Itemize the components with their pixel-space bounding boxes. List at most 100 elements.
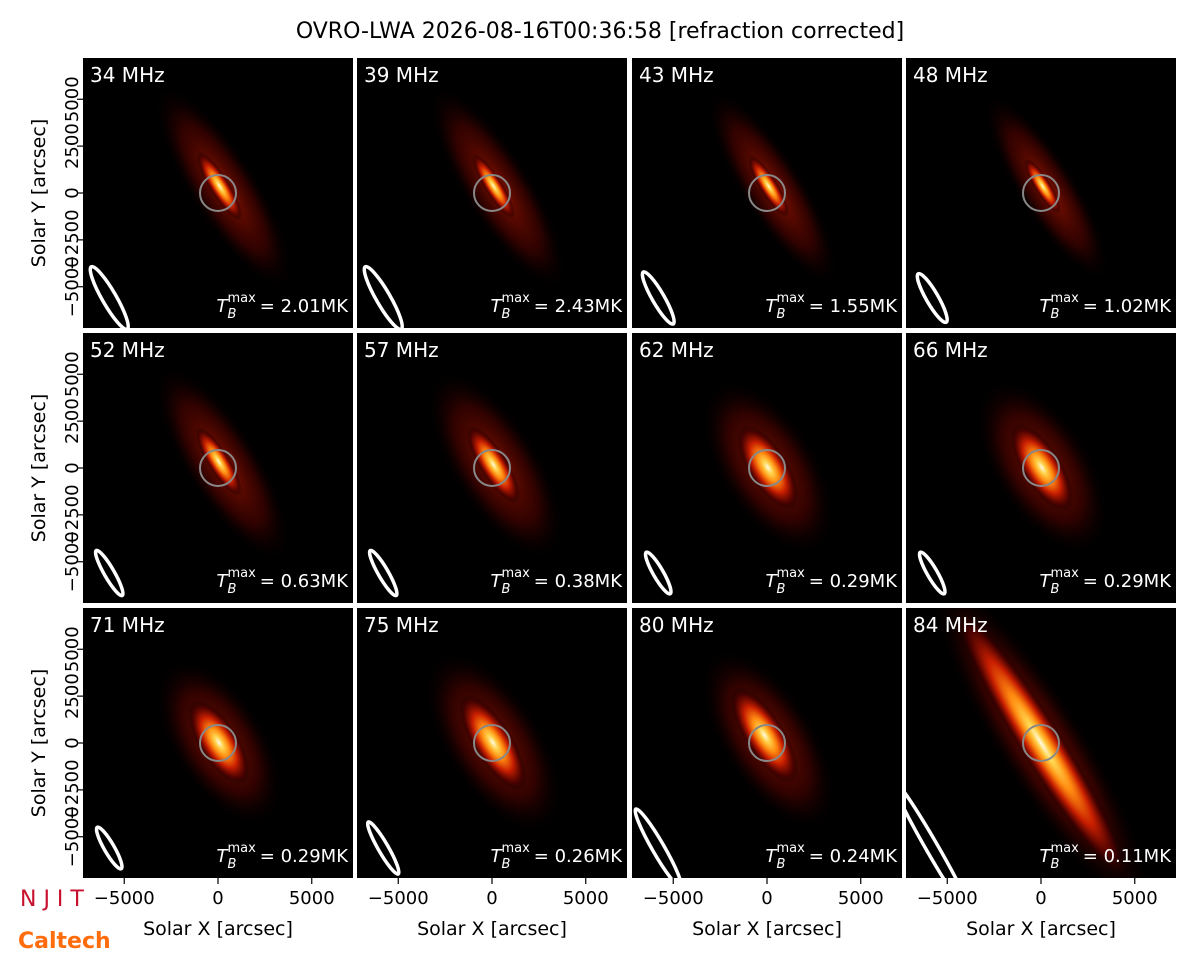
y-axis-label: Solar Y [arcsec] (28, 669, 50, 817)
x-tick-label: 0 (1035, 888, 1046, 909)
tmax-sub: B (502, 307, 511, 322)
tmax-symbol: T (491, 296, 504, 317)
x-axis-label: Solar X [arcsec] (417, 918, 567, 940)
tmax-sup: max (227, 291, 256, 306)
source (737, 425, 799, 510)
tmax-sup: max (501, 566, 530, 581)
tmax-symbol: T (766, 571, 779, 592)
image (632, 608, 902, 878)
source (195, 427, 242, 497)
source (748, 155, 790, 218)
y-axis-label: Solar Y [arcsec] (28, 394, 50, 542)
tmax-symbol: T (491, 571, 504, 592)
tmax-label: TBmax = 2.01MK (217, 291, 350, 322)
tmax-sup: max (776, 291, 805, 306)
x-tick-label: 5000 (563, 888, 609, 909)
tmax-value: = 0.26MK (534, 846, 623, 867)
tmax-label: TBmax = 0.26MK (491, 841, 624, 872)
panel: 43 MHz TBmax = 1.55MK (632, 58, 902, 328)
beam (88, 264, 130, 328)
frequency-label: 39 MHz (364, 63, 439, 87)
beam (906, 776, 975, 878)
beam (367, 548, 399, 598)
tmax-sub: B (1051, 307, 1060, 322)
tmax-label: TBmax = 0.29MK (217, 841, 350, 872)
beam (93, 548, 125, 598)
tmax-label: TBmax = 0.29MK (1040, 566, 1173, 597)
tmax-sup: max (776, 841, 805, 856)
frequency-label: 75 MHz (364, 613, 439, 637)
tmax-sup: max (1050, 566, 1079, 581)
solar-disk (1022, 174, 1060, 212)
panel: 80 MHz TBmax = 0.24MK −5000 0 5000 Solar X [ar… (632, 608, 902, 940)
tmax-sub: B (1051, 582, 1060, 597)
beam (362, 264, 404, 328)
tmax-sub: B (228, 857, 237, 872)
tmax-value: = 0.63MK (260, 571, 349, 592)
source (472, 153, 516, 219)
tmax-value: = 2.01MK (260, 296, 349, 317)
x-tick-label: 0 (212, 888, 223, 909)
y-tick-label: 0 (62, 462, 83, 473)
tmax-symbol: T (217, 571, 230, 592)
tmax-sub: B (1051, 857, 1060, 872)
frequency-label: 34 MHz (90, 63, 165, 87)
beam (640, 270, 676, 326)
tmax-symbol: T (491, 846, 504, 867)
solar-disk (1022, 724, 1060, 762)
tmax-value: = 1.02MK (1083, 296, 1172, 317)
tmax-value: = 0.24MK (809, 846, 898, 867)
tmax-value: = 0.29MK (1083, 571, 1172, 592)
beam (365, 820, 401, 876)
tmax-sub: B (777, 307, 786, 322)
tmax-sub: B (777, 582, 786, 597)
image (632, 333, 902, 603)
x-tick-label: 5000 (289, 888, 335, 909)
solar-disk (199, 174, 237, 212)
frequency-label: 43 MHz (639, 63, 714, 87)
frequency-label: 57 MHz (364, 338, 439, 362)
image (906, 58, 1176, 328)
tmax-label: TBmax = 0.63MK (217, 566, 350, 597)
image (83, 608, 353, 878)
beam (917, 550, 947, 596)
tmax-symbol: T (766, 846, 779, 867)
solar-disk (473, 174, 511, 212)
y-tick-label: 0 (62, 737, 83, 748)
x-tick-label: 5000 (1112, 888, 1158, 909)
figure-title: OVRO-LWA 2026-08-16T00:36:58 [refraction… (296, 19, 904, 44)
tmax-symbol: T (1040, 571, 1053, 592)
panel: 66 MHz TBmax = 0.29MK (906, 333, 1176, 603)
tmax-value: = 0.38MK (534, 571, 623, 592)
y-tick-label: 5000 (62, 626, 83, 672)
tmax-sup: max (501, 841, 530, 856)
beam (94, 825, 124, 871)
y-tick-label: 0 (62, 187, 83, 198)
tmax-symbol: T (1040, 846, 1053, 867)
tmax-symbol: T (217, 846, 230, 867)
y-tick-label: 5000 (62, 76, 83, 122)
tmax-label: TBmax = 1.55MK (766, 291, 899, 322)
x-tick-label: −5000 (368, 888, 429, 909)
panel: 39 MHz TBmax = 2.43MK (357, 58, 627, 328)
x-axis-label: Solar X [arcsec] (966, 918, 1116, 940)
x-tick-label: 5000 (838, 888, 884, 909)
y-tick-label: −5000 (62, 531, 83, 592)
image (83, 58, 353, 328)
tmax-label: TBmax = 1.02MK (1040, 291, 1173, 322)
y-tick-label: 2500 (62, 673, 83, 719)
image (632, 58, 902, 328)
frequency-label: 80 MHz (639, 613, 714, 637)
solar-disk (199, 449, 237, 487)
tmax-label: TBmax = 0.38MK (491, 566, 624, 597)
image (357, 333, 627, 603)
x-tick-label: −5000 (643, 888, 704, 909)
tmax-sub: B (228, 307, 237, 322)
tmax-sup: max (1050, 291, 1079, 306)
njit-logo: N J I T (20, 887, 84, 912)
solar-disk (199, 724, 237, 762)
tmax-value: = 1.55MK (809, 296, 898, 317)
